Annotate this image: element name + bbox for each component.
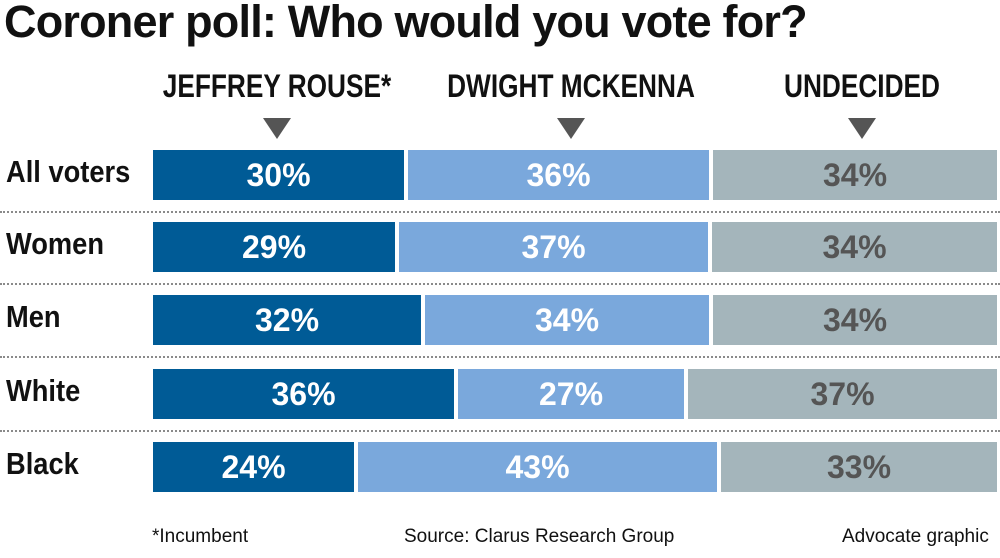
data-label: 32% (254, 301, 320, 338)
data-label: 34% (822, 301, 888, 338)
data-label: 27% (538, 375, 604, 412)
data-label: 30% (246, 156, 311, 193)
data-label: 37% (810, 375, 875, 412)
bar-jeffrey-rouse-women: 29% (153, 222, 395, 272)
data-label: 34% (534, 301, 600, 338)
row-label-all-voters: All voters (6, 154, 131, 189)
data-label: 43% (505, 448, 570, 485)
row-label-women: Women (6, 226, 105, 261)
chart-title: Coroner poll: Who would you vote for? (4, 0, 808, 47)
bar-jeffrey-rouse-men: 32% (153, 295, 421, 345)
credit-note: Advocate graphic (842, 526, 989, 547)
bar-undecided-women: 34% (712, 222, 997, 272)
data-label: 29% (241, 228, 307, 265)
legend-jeffrey-rouse: JEFFREY ROUSE* (162, 68, 392, 104)
row-divider (0, 283, 1000, 285)
row-divider (0, 430, 1000, 432)
row-divider (0, 356, 1000, 358)
row-label-men: Men (6, 299, 61, 334)
bar-jeffrey-rouse-white: 36% (153, 369, 454, 419)
footnote: *Incumbent (152, 526, 249, 547)
row-divider (0, 211, 1000, 213)
row-label-white: White (6, 373, 81, 408)
data-label: 34% (822, 156, 888, 193)
bar-undecided-men: 34% (713, 295, 997, 345)
legend-undecided: UNDECIDED (784, 68, 940, 104)
data-label: 36% (271, 375, 336, 412)
bar-jeffrey-rouse-black: 24% (153, 442, 354, 492)
down-arrow-icon (557, 118, 585, 139)
data-label: 34% (822, 228, 887, 265)
bar-dwight-mckenna-all-voters: 36% (408, 150, 709, 200)
data-label: 33% (826, 448, 892, 485)
bar-dwight-mckenna-white: 27% (458, 369, 684, 419)
data-label: 37% (521, 228, 586, 265)
down-arrow-icon (263, 118, 291, 139)
bar-jeffrey-rouse-all-voters: 30% (153, 150, 404, 200)
data-label: 36% (526, 156, 591, 193)
bar-dwight-mckenna-black: 43% (358, 442, 717, 492)
bar-undecided-black: 33% (721, 442, 997, 492)
row-label-black: Black (6, 446, 79, 481)
legend-dwight-mckenna: DWIGHT MCKENNA (447, 68, 695, 104)
down-arrow-icon (848, 118, 876, 139)
bar-undecided-white: 37% (688, 369, 997, 419)
source-note: Source: Clarus Research Group (404, 526, 675, 547)
bar-dwight-mckenna-women: 37% (399, 222, 708, 272)
bar-dwight-mckenna-men: 34% (425, 295, 709, 345)
data-label: 24% (221, 448, 286, 485)
bar-undecided-all-voters: 34% (713, 150, 997, 200)
